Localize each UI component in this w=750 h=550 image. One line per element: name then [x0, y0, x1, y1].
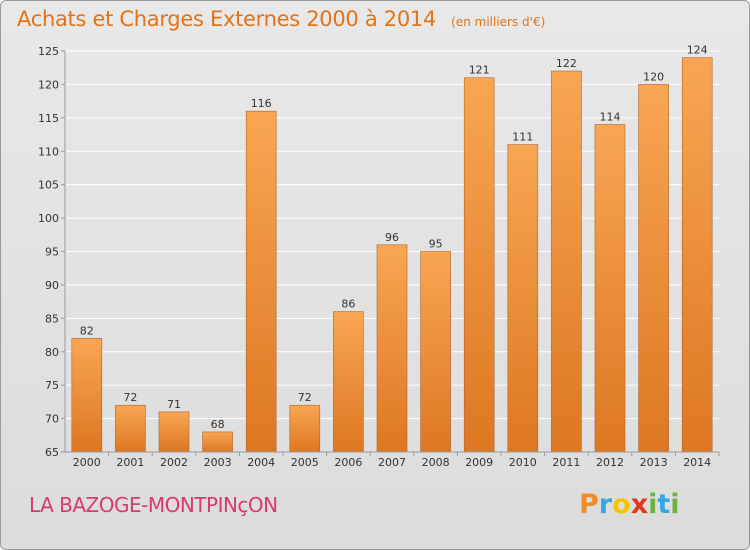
bar	[333, 311, 364, 453]
bar-value-label: 114	[600, 111, 621, 124]
x-tick-label: 2005	[291, 456, 319, 469]
y-tick-label: 125	[38, 45, 59, 58]
chart-title: Achats et Charges Externes 2000 à 2014	[17, 7, 437, 31]
bar	[202, 431, 233, 453]
x-tick-label: 2002	[160, 456, 188, 469]
bar-value-label: 72	[298, 391, 312, 404]
bar-value-label: 116	[251, 97, 272, 110]
x-tick-label: 2000	[73, 456, 101, 469]
x-tick-label: 2010	[509, 456, 537, 469]
logo-letter: x	[630, 489, 649, 520]
commune-name: LA BAZOGE-MONTPINçON	[29, 493, 278, 517]
bar	[551, 70, 582, 453]
y-tick-label: 100	[38, 212, 59, 225]
x-tick-label: 2009	[465, 456, 493, 469]
bar-value-label: 111	[512, 131, 533, 144]
x-tick-label: 2007	[378, 456, 406, 469]
y-tick-label: 85	[45, 312, 59, 325]
y-tick-label: 75	[45, 379, 59, 392]
bar-value-label: 96	[385, 231, 399, 244]
x-tick-label: 2012	[596, 456, 624, 469]
x-tick-label: 2003	[204, 456, 232, 469]
bar-value-label: 122	[556, 57, 577, 70]
bar	[71, 338, 103, 453]
x-tick-label: 2001	[116, 456, 144, 469]
y-tick-label: 70	[45, 413, 59, 426]
bar	[420, 251, 451, 453]
logo-letter: r	[598, 489, 613, 520]
logo-letter: i	[648, 489, 658, 520]
bar-value-label: 72	[123, 391, 137, 404]
value-labels: 82 72 71 68 116 72 86 96 95 121 111 122 114 120 124	[80, 44, 708, 431]
bar-value-label: 95	[429, 238, 443, 251]
bar	[245, 110, 277, 453]
bar	[115, 404, 146, 453]
bar	[158, 411, 190, 453]
bar	[507, 144, 539, 453]
bar	[594, 124, 626, 453]
bar-value-label: 71	[167, 398, 181, 411]
y-tick-label: 110	[38, 145, 59, 158]
chart-unit: (en milliers d'€)	[451, 15, 546, 29]
bar-value-label: 124	[687, 44, 708, 57]
logo-letter: t	[657, 489, 671, 520]
x-tick-label: 2011	[552, 456, 580, 469]
bar-value-label: 86	[341, 298, 355, 311]
bar	[463, 77, 495, 453]
bar-value-label: 82	[80, 324, 94, 337]
y-tick-label: 120	[38, 78, 59, 91]
logo-letter: i	[670, 489, 680, 520]
y-tick-label: 115	[38, 112, 59, 125]
proxiti-logo[interactable]: Proxiti	[579, 489, 680, 520]
axes: 65 70 75 80 85 90 95 100 105 110 115 120 125 2000 2001…	[38, 45, 720, 469]
bar	[638, 84, 669, 453]
y-tick-label: 90	[45, 279, 59, 292]
bar	[376, 244, 408, 453]
y-tick-label: 65	[45, 446, 59, 459]
y-tick-label: 95	[45, 246, 59, 259]
bar	[289, 404, 321, 453]
x-tick-label: 2004	[247, 456, 275, 469]
x-tick-label: 2008	[422, 456, 450, 469]
y-tick-label: 80	[45, 346, 59, 359]
title-row: Achats et Charges Externes 2000 à 2014 (…	[17, 7, 545, 31]
x-tick-label: 2013	[640, 456, 668, 469]
bar	[681, 57, 713, 453]
bar-value-label: 120	[643, 70, 664, 83]
bar-value-label: 121	[469, 64, 490, 77]
logo-letter: o	[612, 489, 631, 520]
y-tick-label: 105	[38, 179, 59, 192]
logo-letter: P	[579, 489, 599, 520]
bar-value-label: 68	[211, 418, 225, 431]
x-tick-label: 2006	[334, 456, 362, 469]
bars	[71, 57, 713, 453]
x-tick-label: 2014	[683, 456, 711, 469]
